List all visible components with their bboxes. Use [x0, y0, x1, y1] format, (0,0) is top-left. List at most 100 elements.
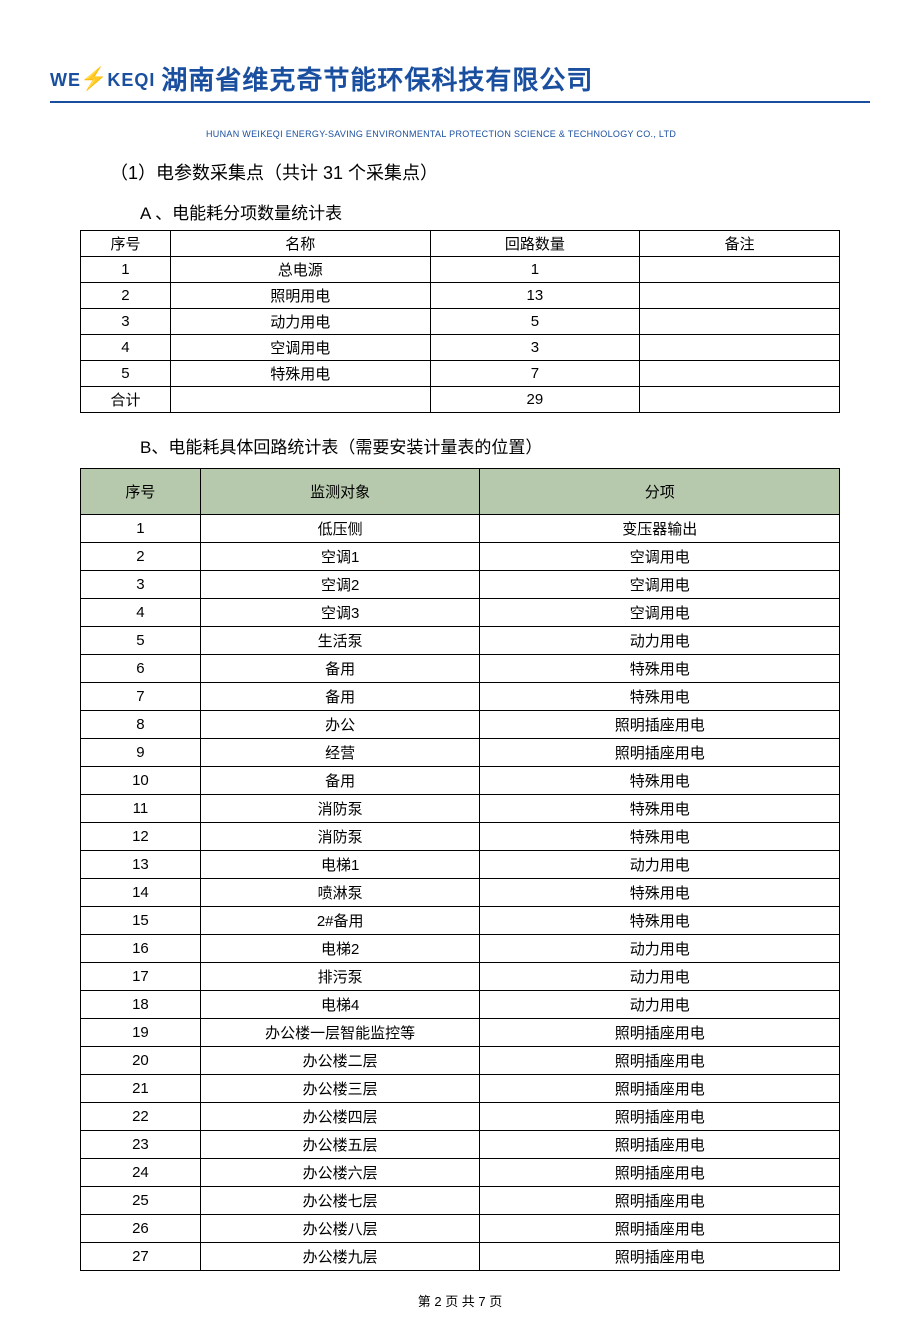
table-cell: 8 — [81, 711, 201, 739]
table-row: 18电梯4动力用电 — [81, 991, 840, 1019]
table-cell: 29 — [430, 387, 640, 413]
table-row: 25办公楼七层照明插座用电 — [81, 1187, 840, 1215]
table-cell — [640, 309, 840, 335]
table-cell: 24 — [81, 1159, 201, 1187]
header-bar: WE⚡KEQI 湖南省维克奇节能环保科技有限公司 — [50, 60, 870, 103]
table-cell: 13 — [81, 851, 201, 879]
table-cell: 照明插座用电 — [480, 1103, 840, 1131]
table-cell: 25 — [81, 1187, 201, 1215]
table-cell: 生活泵 — [200, 627, 480, 655]
table-cell: 17 — [81, 963, 201, 991]
table-cell: 照明用电 — [170, 283, 430, 309]
table-cell: 备用 — [200, 683, 480, 711]
table-cell: 1 — [430, 257, 640, 283]
company-en-title: HUNAN WEIKEQI ENERGY-SAVING ENVIRONMENTA… — [206, 129, 870, 139]
table-row: 4空调用电3 — [81, 335, 840, 361]
table-cell: 电梯1 — [200, 851, 480, 879]
table-cell: 3 — [81, 309, 171, 335]
table-row: 27办公楼九层照明插座用电 — [81, 1243, 840, 1271]
table-cell: 办公 — [200, 711, 480, 739]
table-cell: 3 — [81, 571, 201, 599]
table-row: 19办公楼一层智能监控等照明插座用电 — [81, 1019, 840, 1047]
table-b-col-0: 序号 — [81, 469, 201, 515]
table-cell: 照明插座用电 — [480, 739, 840, 767]
table-row: 21办公楼三层照明插座用电 — [81, 1075, 840, 1103]
table-cell: 12 — [81, 823, 201, 851]
table-cell: 7 — [81, 683, 201, 711]
table-cell: 18 — [81, 991, 201, 1019]
page-footer: 第 2 页 共 7 页 — [50, 1291, 870, 1310]
table-cell: 办公楼二层 — [200, 1047, 480, 1075]
table-row: 11消防泵特殊用电 — [81, 795, 840, 823]
table-cell: 空调1 — [200, 543, 480, 571]
table-cell: 5 — [81, 361, 171, 387]
table-cell: 动力用电 — [480, 935, 840, 963]
table-cell: 特殊用电 — [480, 683, 840, 711]
table-cell: 备用 — [200, 767, 480, 795]
table-cell: 排污泵 — [200, 963, 480, 991]
table-row: 9经营照明插座用电 — [81, 739, 840, 767]
table-cell: 4 — [81, 335, 171, 361]
logo-left: WE — [50, 70, 81, 90]
company-cn-title: 湖南省维克奇节能环保科技有限公司 — [161, 60, 593, 97]
table-row: 1总电源1 — [81, 257, 840, 283]
table-cell: 照明插座用电 — [480, 1131, 840, 1159]
table-row: 20办公楼二层照明插座用电 — [81, 1047, 840, 1075]
table-cell: 电梯4 — [200, 991, 480, 1019]
table-a-title: A 、电能耗分项数量统计表 — [140, 199, 870, 224]
table-row: 17排污泵动力用电 — [81, 963, 840, 991]
table-cell: 21 — [81, 1075, 201, 1103]
table-cell: 空调3 — [200, 599, 480, 627]
table-row: 24办公楼六层照明插座用电 — [81, 1159, 840, 1187]
table-cell: 空调用电 — [480, 599, 840, 627]
table-cell: 11 — [81, 795, 201, 823]
table-cell: 27 — [81, 1243, 201, 1271]
table-row: 7备用特殊用电 — [81, 683, 840, 711]
logo: WE⚡KEQI — [50, 66, 155, 92]
table-cell: 备用 — [200, 655, 480, 683]
table-cell: 消防泵 — [200, 823, 480, 851]
table-cell: 7 — [430, 361, 640, 387]
table-cell: 1 — [81, 257, 171, 283]
table-cell: 2 — [81, 543, 201, 571]
table-cell: 15 — [81, 907, 201, 935]
table-row: 5特殊用电7 — [81, 361, 840, 387]
table-cell: 特殊用电 — [480, 795, 840, 823]
bolt-icon: ⚡ — [80, 66, 108, 91]
table-cell: 照明插座用电 — [480, 1047, 840, 1075]
table-row: 3空调2空调用电 — [81, 571, 840, 599]
table-row: 12消防泵特殊用电 — [81, 823, 840, 851]
logo-right: KEQI — [107, 70, 155, 90]
table-row: 合计 29 — [81, 387, 840, 413]
table-cell: 动力用电 — [170, 309, 430, 335]
table-a-header-row: 序号 名称 回路数量 备注 — [81, 231, 840, 257]
table-cell: 照明插座用电 — [480, 1159, 840, 1187]
table-cell: 特殊用电 — [480, 907, 840, 935]
table-cell: 19 — [81, 1019, 201, 1047]
table-cell: 喷淋泵 — [200, 879, 480, 907]
table-cell: 特殊用电 — [170, 361, 430, 387]
table-cell: 低压侧 — [200, 515, 480, 543]
table-cell: 16 — [81, 935, 201, 963]
table-a-col-3: 备注 — [640, 231, 840, 257]
table-b-title: B、电能耗具体回路统计表（需要安装计量表的位置） — [140, 433, 870, 458]
table-row: 1低压侧变压器输出 — [81, 515, 840, 543]
table-cell: 特殊用电 — [480, 879, 840, 907]
table-cell: 照明插座用电 — [480, 1215, 840, 1243]
table-b-header-row: 序号 监测对象 分项 — [81, 469, 840, 515]
table-a-col-1: 名称 — [170, 231, 430, 257]
table-cell: 23 — [81, 1131, 201, 1159]
table-row: 3动力用电5 — [81, 309, 840, 335]
table-cell: 办公楼四层 — [200, 1103, 480, 1131]
table-cell: 特殊用电 — [480, 767, 840, 795]
table-cell: 经营 — [200, 739, 480, 767]
table-cell: 动力用电 — [480, 627, 840, 655]
table-cell: 合计 — [81, 387, 171, 413]
table-cell: 动力用电 — [480, 851, 840, 879]
table-cell: 动力用电 — [480, 963, 840, 991]
table-cell: 照明插座用电 — [480, 711, 840, 739]
table-cell: 20 — [81, 1047, 201, 1075]
table-cell: 办公楼九层 — [200, 1243, 480, 1271]
table-cell — [640, 335, 840, 361]
table-cell: 照明插座用电 — [480, 1075, 840, 1103]
